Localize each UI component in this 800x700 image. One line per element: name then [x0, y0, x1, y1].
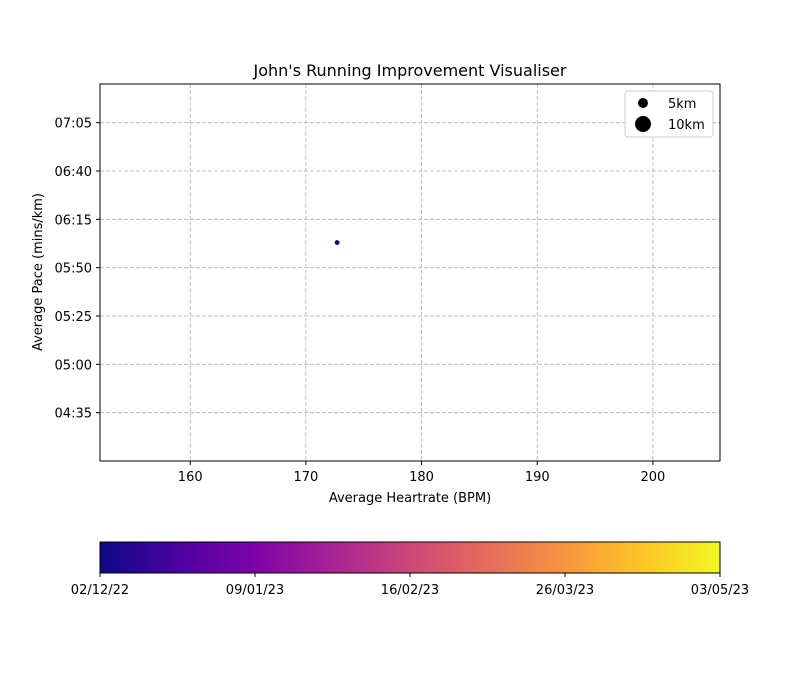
chart-title: John's Running Improvement Visualiser: [253, 61, 567, 80]
colorbar-ticks: 02/12/22 09/01/23 16/02/23 26/03/23 03/05/23: [71, 573, 749, 598]
data-point: [334, 240, 340, 245]
y-tick-label: 06:15: [55, 213, 92, 228]
x-tick-label: 180: [409, 470, 434, 485]
y-tick-label: 05:25: [55, 310, 92, 325]
x-tick-label: 200: [640, 470, 665, 485]
colorbar-gradient: [99, 541, 721, 574]
x-tick-label: 190: [525, 470, 550, 485]
x-axis: 160 170 180 190 200: [178, 461, 665, 485]
legend-label-10km: 10km: [668, 118, 705, 133]
colorbar-tick-label: 03/05/23: [691, 583, 749, 598]
y-tick-label: 04:35: [55, 407, 92, 422]
y-tick-label: 05:50: [55, 262, 92, 277]
colorbar-tick-label: 09/01/23: [226, 583, 284, 598]
legend: 5km 10km: [624, 90, 714, 138]
y-axis-label: Average Pace (mins/km): [31, 193, 46, 351]
x-tick-label: 160: [178, 470, 203, 485]
plot-area: [99, 83, 721, 462]
colorbar-tick-label: 02/12/22: [71, 583, 129, 598]
grid-lines: [100, 84, 720, 461]
legend-label-5km: 5km: [668, 97, 696, 112]
x-tick-label: 170: [293, 470, 318, 485]
legend-marker-10km: [635, 116, 651, 132]
y-tick-label: 05:00: [55, 358, 92, 373]
y-tick-label: 06:40: [55, 165, 92, 180]
colorbar: 02/12/22 09/01/23 16/02/23 26/03/23 03/05/23: [71, 541, 749, 598]
data-points: [334, 240, 340, 245]
y-tick-label: 07:05: [55, 117, 92, 132]
x-axis-label: Average Heartrate (BPM): [329, 491, 491, 506]
colorbar-tick-label: 16/02/23: [381, 583, 439, 598]
y-axis: 04:35 05:00 05:25 05:50 06:15 06:40 07:05: [55, 117, 100, 422]
legend-marker-5km: [638, 98, 648, 108]
colorbar-tick-label: 26/03/23: [536, 583, 594, 598]
